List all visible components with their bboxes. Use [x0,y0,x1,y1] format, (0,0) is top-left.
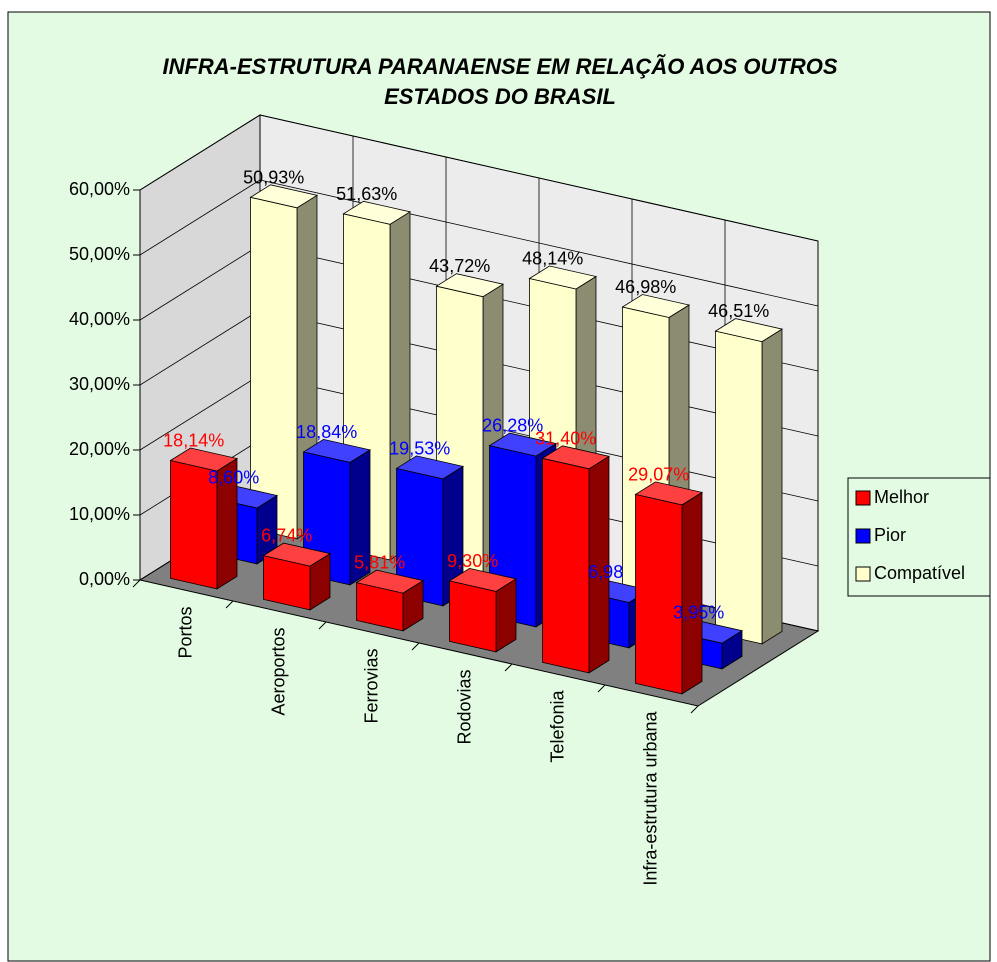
bar-side [761,328,783,645]
x-tick [411,642,420,651]
value-label: 8,60% [208,467,259,487]
legend-label: Compatível [874,563,965,583]
x-tick [597,684,606,693]
legend-swatch [855,566,871,582]
legend-swatch [855,528,871,544]
x-tick [504,663,513,672]
value-label: 31,40% [535,428,596,448]
bar-top [302,438,372,463]
grid-line [139,179,261,256]
bar [448,567,518,653]
y-tick-label: 30,00% [69,374,130,394]
bar-top [435,273,505,298]
y-tick-label: 10,00% [69,504,130,524]
bar [634,481,704,695]
y-tick-label: 50,00% [69,244,130,264]
legend-label: Melhor [874,487,929,507]
x-tick [690,705,699,714]
legend-swatch [855,490,871,506]
value-label: 48,14% [522,248,583,268]
value-label: 18,14% [163,430,224,450]
chart-title: ESTADOS DO BRASIL [384,84,616,109]
bar-top [249,184,319,209]
x-tick-label: Aeroportos [268,628,288,716]
legend-label: Pior [874,525,906,545]
x-tick [318,621,327,630]
bar [249,184,319,540]
y-tick-label: 60,00% [69,179,130,199]
bar-top [621,294,691,318]
bar-front [542,457,590,674]
bar [262,542,332,611]
value-label: 6,74% [261,526,312,546]
x-tick-label: Rodovias [454,670,474,745]
y-tick-label: 0,00% [79,569,130,589]
x-tick-label: Telefonia [547,690,567,763]
value-label: 9,30% [447,551,498,571]
value-label: 46,98% [615,277,676,297]
bar-top [714,318,784,343]
value-label: 5,81% [354,553,405,573]
bar [169,447,239,590]
value-label: 19,53% [389,438,450,458]
grid-line [259,114,819,242]
bar-side [681,491,703,695]
bar-top [634,481,704,506]
bar-top [169,447,239,472]
x-tick-label: Portos [175,607,195,659]
legend [847,477,991,597]
x-tick-label: Infra-estrutura urbana [640,711,660,886]
bar-top [488,432,558,457]
grid-line [139,309,261,386]
bar-top [528,265,598,290]
value-label: 43,72% [429,256,490,276]
bar-top [262,542,332,567]
value-label: 6,98 [588,562,623,582]
chart-title: INFRA-ESTRUTURA PARANAENSE EM RELAÇÃO AO… [162,54,837,79]
bar-top [355,569,425,594]
bar-front [635,493,683,695]
bar-top [342,200,412,225]
bar-top [541,445,611,470]
y-tick-label: 20,00% [69,439,130,459]
value-label: 18,84% [296,422,357,442]
bar-front [449,580,497,653]
value-label: 29,07% [628,464,689,484]
grid-line [139,374,261,451]
grid-line [139,244,261,321]
x-tick-label: Ferrovias [361,649,381,724]
bar [355,569,425,632]
bar-front [250,196,298,540]
value-label: 50,93% [243,167,304,187]
bar-top [395,455,465,480]
x-tick [132,579,141,588]
bar [714,318,784,645]
bar-front [715,330,763,645]
grid-line [139,114,261,191]
bar-top [448,567,518,592]
x-tick [225,600,234,609]
value-label: 46,51% [708,301,769,321]
bar [541,445,611,674]
value-label: 3,95% [673,603,724,623]
value-label: 51,63% [336,184,397,204]
bar [395,455,465,607]
value-label: 26,28% [482,416,543,436]
grid-line [259,179,819,307]
y-tick-label: 40,00% [69,309,130,329]
